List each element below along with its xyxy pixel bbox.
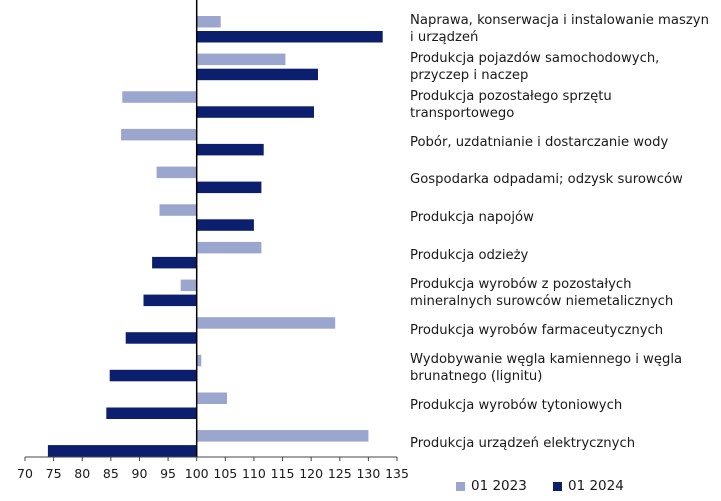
bar-series2-0: [196, 31, 383, 43]
x-tick-label-110: 110: [242, 466, 266, 481]
bar-series2-9: [109, 369, 197, 382]
category-label-9: Wydobywanie węgla kamiennego i węgla bru…: [410, 352, 683, 385]
bar-series1-4: [156, 166, 197, 179]
bar-series2-5: [196, 219, 254, 231]
bar-series1-0: [196, 16, 221, 28]
legend-swatch-2: [553, 481, 562, 491]
category-label-4: Gospodarka odpadami; odzysk surowców: [410, 172, 683, 188]
bar-series2-11: [47, 445, 197, 457]
category-label-5: Produkcja napojów: [410, 210, 534, 225]
bar-series2-10: [106, 407, 197, 419]
legend-label-2: 01 2024: [568, 478, 624, 494]
bar-series1-8: [196, 317, 336, 329]
category-label-7: Produkcja wyrobów z pozostałych mineraln…: [410, 276, 674, 309]
bar-series1-3: [121, 128, 197, 141]
bar-series1-11: [196, 430, 369, 442]
x-tick-label-130: 130: [356, 466, 380, 481]
x-tick-label-125: 125: [328, 466, 352, 481]
legend-item-2: 01 2024: [553, 478, 624, 494]
bar-series1-5: [159, 204, 197, 216]
bar-series1-9: [196, 354, 202, 367]
legend-label-1: 01 2023: [471, 478, 527, 494]
bar-series2-6: [152, 256, 197, 269]
x-tick-label-85: 85: [103, 466, 119, 481]
x-tick-label-135: 135: [385, 466, 409, 481]
bar-series2-4: [196, 181, 262, 194]
bar-series2-8: [125, 332, 197, 344]
category-label-10: Produkcja wyrobów tytoniowych: [410, 398, 623, 414]
bar-series1-10: [196, 392, 227, 404]
bar-series1-1: [196, 53, 286, 66]
bar-series1-7: [180, 279, 197, 292]
x-tick-label-95: 95: [160, 466, 176, 481]
bar-series1-6: [196, 241, 262, 254]
category-label-11: Produkcja urządzeń elektrycznych: [410, 435, 636, 451]
bar-series2-7: [143, 294, 197, 307]
x-tick-label-120: 120: [299, 466, 323, 481]
bar-series2-2: [196, 106, 314, 118]
category-label-8: Produkcja wyrobów farmaceutycznych: [410, 322, 664, 338]
x-tick-label-75: 75: [46, 466, 62, 481]
bar-series2-1: [196, 68, 318, 81]
x-tick-label-90: 90: [132, 466, 148, 481]
x-tick-label-115: 115: [271, 466, 295, 481]
bar-series2-3: [196, 143, 264, 156]
category-label-1: Produkcja pojazdów samochodowych, przycz…: [410, 50, 660, 83]
category-label-2: Produkcja pozostałego sprzętu transporto…: [410, 88, 612, 121]
category-label-3: Pobór, uzdatnianie i dostarczanie wody: [410, 134, 669, 150]
x-tick-label-70: 70: [17, 466, 33, 481]
bar-series1-2: [122, 91, 197, 103]
legend-item-1: 01 2023: [456, 478, 527, 494]
category-label-6: Produkcja odzieży: [410, 247, 529, 263]
x-tick-label-105: 105: [213, 466, 237, 481]
x-tick-label-100: 100: [185, 466, 209, 481]
x-tick-label-80: 80: [74, 466, 90, 481]
legend-swatch-1: [456, 481, 465, 491]
category-label-0: Naprawa, konserwacja i instalowanie masz…: [410, 13, 709, 46]
